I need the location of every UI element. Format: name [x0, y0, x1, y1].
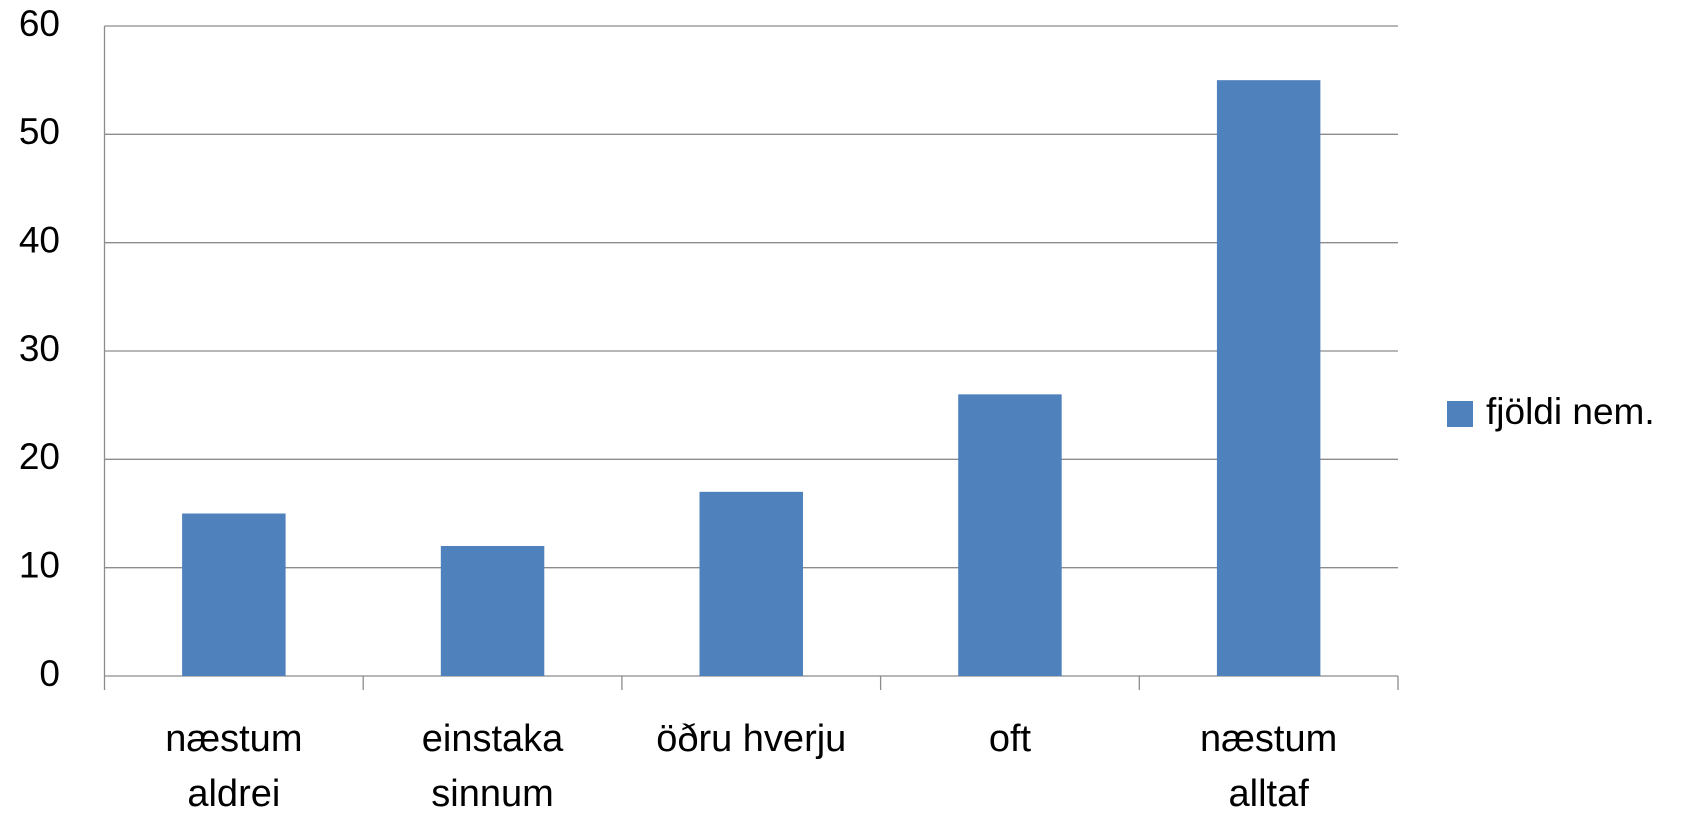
bar	[1216, 80, 1321, 676]
y-tick-label: 0	[39, 653, 60, 694]
x-tick-label: öðru hverju	[656, 718, 847, 760]
y-tick-label: 60	[19, 3, 60, 44]
y-tick-label: 50	[19, 111, 60, 152]
x-tick-label: næstum alltaf	[1200, 718, 1338, 815]
y-tick-label: 20	[19, 436, 60, 477]
x-tick-label: oft	[988, 718, 1032, 760]
bar	[440, 546, 545, 676]
legend-label: fjöldi nem.	[1486, 391, 1655, 432]
x-tick-label: einstaka sinnum	[421, 718, 564, 815]
y-tick-label: 10	[19, 544, 60, 585]
bar	[958, 394, 1062, 676]
bar	[182, 513, 286, 676]
bar	[699, 491, 803, 676]
x-tick-label: næstum aldrei	[165, 718, 303, 815]
legend-swatch	[1447, 401, 1473, 427]
y-tick-label: 30	[19, 328, 60, 369]
y-tick-label: 40	[19, 219, 60, 260]
